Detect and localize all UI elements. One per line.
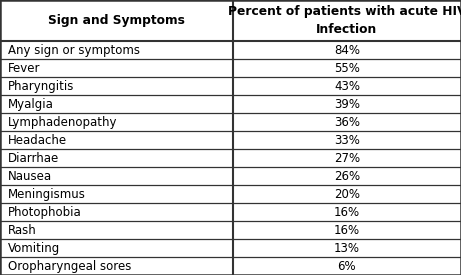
Text: Meningismus: Meningismus [8,188,86,201]
Text: Pharyngitis: Pharyngitis [8,80,75,93]
Text: 33%: 33% [334,134,360,147]
Text: 84%: 84% [334,44,360,57]
Text: Diarrhae: Diarrhae [8,152,59,165]
Text: 55%: 55% [334,62,360,75]
Text: 6%: 6% [337,260,356,273]
Text: 36%: 36% [334,116,360,129]
Bar [0,0,461,41]
Text: 26%: 26% [334,170,360,183]
Text: Oropharyngeal sores: Oropharyngeal sores [8,260,132,273]
Text: 27%: 27% [334,152,360,165]
Text: 39%: 39% [334,98,360,111]
Text: Percent of patients with acute HIV
Infection: Percent of patients with acute HIV Infec… [228,5,461,36]
Text: 43%: 43% [334,80,360,93]
Text: Photophobia: Photophobia [8,206,82,219]
Text: Vomiting: Vomiting [8,241,60,255]
Text: 16%: 16% [334,206,360,219]
Text: 13%: 13% [334,241,360,255]
Text: 20%: 20% [334,188,360,201]
Text: 16%: 16% [334,224,360,236]
Text: Fever: Fever [8,62,41,75]
Text: Myalgia: Myalgia [8,98,54,111]
Text: Rash: Rash [8,224,37,236]
Text: Nausea: Nausea [8,170,53,183]
Text: Headache: Headache [8,134,67,147]
Text: Sign and Symptoms: Sign and Symptoms [48,14,185,27]
Text: Lymphadenopathy: Lymphadenopathy [8,116,118,129]
Text: Any sign or symptoms: Any sign or symptoms [8,44,140,57]
